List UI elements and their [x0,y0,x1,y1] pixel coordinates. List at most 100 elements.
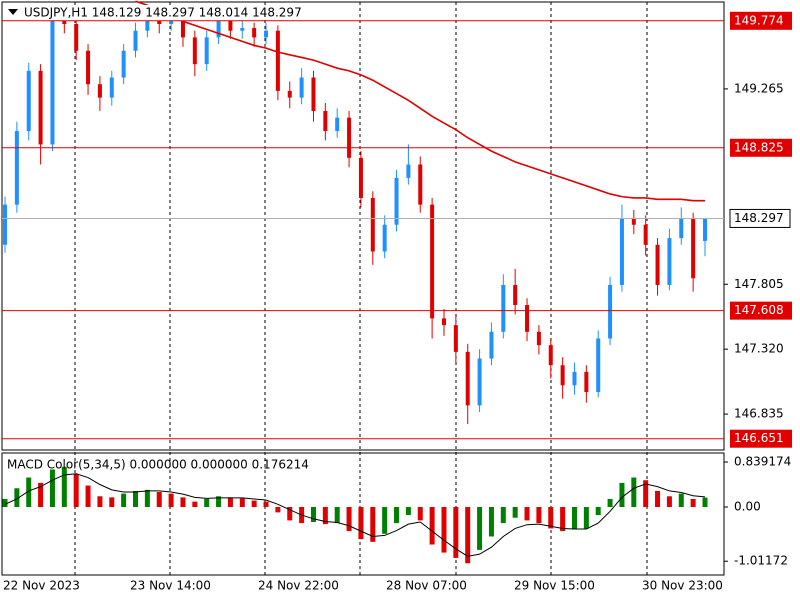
candle-body [323,110,328,132]
x-tick-label: 23 Nov 14:00 [130,579,211,593]
candle-body [180,17,185,38]
candle-body [275,30,280,91]
candle-body [38,70,43,145]
macd-bar [536,507,542,524]
level-label: 147.608 [734,303,784,317]
macd-bar [595,507,601,516]
candle-body [465,351,470,406]
macd-bar [251,500,257,508]
macd-bar [26,477,32,508]
candle-body [631,218,636,225]
macd-bar [500,507,506,524]
x-tick-label: 22 Nov 2023 [3,579,80,593]
macd-bar [144,489,150,508]
macd-y-tick-label: 0.839174 [734,455,791,469]
candle-body [453,325,458,352]
marks [2,0,708,564]
candle-body [394,177,399,225]
macd-bar [2,498,8,508]
macd-bar [524,507,530,521]
macd-bar [346,507,352,532]
moving-average [135,0,705,202]
macd-bar [583,507,589,529]
candle-body [109,77,114,98]
macd-bar [239,498,245,508]
candle-body [418,164,423,205]
macd-bar [85,485,91,508]
current-price-label: 148.297 [734,211,784,225]
y-tick-label: 149.265 [734,81,784,95]
y-tick-label: 146.835 [734,407,784,421]
candle-body [596,338,601,392]
macd-bar [358,507,364,540]
macd-bar [204,498,210,508]
candle-body [358,157,363,198]
macd-bar [275,507,281,513]
candle-body [299,77,304,98]
candle-body [14,131,19,205]
y-tick-label: 147.805 [734,277,784,291]
macd-bar [49,469,55,508]
macd-bar [571,507,577,530]
macd-y-tick-label: 0.00 [734,500,761,514]
candle-body [548,345,553,366]
macd-title: MACD Color(5,34,5) 0.000000 0.000000 0.1… [7,458,309,472]
candle-body [252,28,257,38]
macd-bar [61,466,67,508]
macd-bar [477,507,483,550]
candle-body [703,218,707,241]
macd-bar [465,507,471,564]
candle-body [74,24,79,51]
collapse-icon[interactable] [8,9,18,15]
candle-body [228,17,233,31]
macd-y-tick-label: -1.01172 [734,554,788,568]
level-label: 148.825 [734,140,784,154]
macd-bar [38,482,44,508]
candle-body [145,17,150,31]
level-box [730,138,792,157]
macd-bar [453,507,459,558]
macd-bar [607,498,613,508]
macd-bar [690,498,696,508]
macd-bar [97,496,103,508]
candle-body [667,238,672,285]
macd-bar [227,497,233,508]
candle-body [370,197,375,252]
main-panel [1,1,725,451]
macd-bar [334,507,340,524]
candle-body [572,371,577,386]
candle-body [536,331,541,346]
macd-bar [666,496,672,508]
macd-bar [322,507,328,525]
macd-bar [168,493,174,508]
macd-bar [263,501,269,508]
candle-body [204,37,209,65]
macd-bar [156,491,162,508]
candle-body [691,218,696,279]
macd-bar [287,507,293,521]
candle-body [192,37,197,65]
level-box [730,429,792,448]
candle-body [560,365,565,386]
candle-body [335,117,340,132]
level-label: 149.774 [734,13,784,27]
session-separators [74,2,648,575]
candle-body [430,204,435,319]
title-bg [4,5,252,21]
candle-body [240,28,245,31]
level-label: 146.651 [734,431,784,445]
x-tick-label: 29 Nov 15:00 [514,579,595,593]
candle-body [382,224,387,252]
macd-signal [4,473,706,557]
macd-bar [216,496,222,508]
candle-body [679,218,684,239]
candle-body [121,50,126,78]
candle-body [501,284,506,332]
candle-body [26,70,31,132]
macd-bar [678,493,684,508]
candle-body [643,224,648,245]
x-tick-label: 28 Nov 07:00 [386,579,467,593]
macd-bar [643,480,649,508]
macd-bar [512,507,518,518]
macd-bar [382,507,388,534]
